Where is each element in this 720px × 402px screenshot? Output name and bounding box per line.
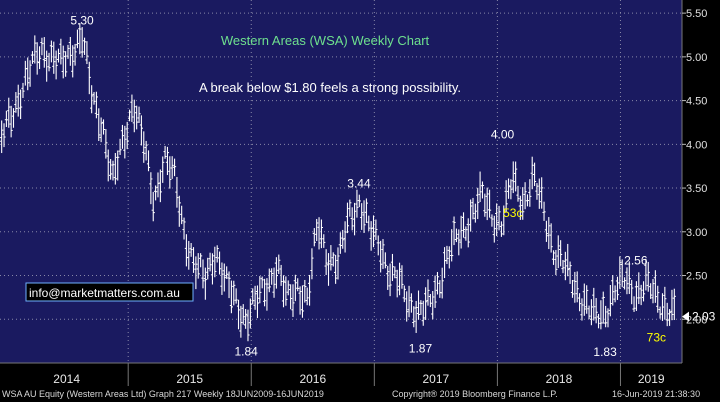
annotation-label: 73c <box>647 330 666 344</box>
y-tick-label: 4.00 <box>686 139 707 151</box>
y-tick-label: 2.00 <box>686 314 707 326</box>
footer-bar: WSA AU Equity (Western Areas Ltd) Graph … <box>0 386 720 402</box>
annotation-label: 1.83 <box>593 345 617 359</box>
watermark-box <box>25 282 194 302</box>
price-bars <box>0 23 676 342</box>
last-price-label: 2.03 <box>692 310 716 324</box>
x-tick-label: 2015 <box>176 372 203 386</box>
footer-security-info: WSA AU Equity (Western Areas Ltd) Graph … <box>2 389 324 399</box>
bottom-axis-background <box>0 363 682 386</box>
gridlines <box>0 0 682 363</box>
x-tick-label: 2019 <box>638 372 665 386</box>
y-axis: 5.50 5.00 4.50 4.00 3.50 3.00 2.50 2.00 <box>682 8 707 326</box>
footer-timestamp: 16-Jun-2019 21:38:30 <box>612 389 701 399</box>
x-tick-label: 2018 <box>546 372 573 386</box>
chart-subtitle: A break below $1.80 feels a strong possi… <box>199 80 461 95</box>
last-price-marker: 2.03 <box>682 310 716 324</box>
y-tick-label: 4.50 <box>686 96 707 108</box>
watermark-text: info@marketmatters.com.au <box>29 286 180 300</box>
footer-copyright: Copyright® 2019 Bloomberg Finance L.P. <box>392 389 558 399</box>
annotation-label: 1.87 <box>409 342 433 356</box>
plot-background <box>0 0 682 363</box>
x-axis: 2014 2015 2016 2017 2018 2019 <box>53 363 665 386</box>
x-tick-label: 2016 <box>299 372 326 386</box>
y-tick-label: 3.50 <box>686 183 707 195</box>
x-tick-label: 2017 <box>423 372 450 386</box>
chart-title: Western Areas (WSA) Weekly Chart <box>221 33 430 48</box>
annotation-label: 3.44 <box>347 176 371 190</box>
x-tick-label: 2014 <box>53 372 80 386</box>
annotations: 5.30 1.84 3.44 1.87 4.00 53c 1.83 2.56 73c <box>70 14 666 360</box>
annotation-label: 5.30 <box>70 14 94 28</box>
annotation-label: 2.56 <box>624 253 648 267</box>
y-tick-label: 3.00 <box>686 227 707 239</box>
y-tick-label: 5.50 <box>686 8 707 20</box>
annotation-label: 53c <box>503 206 522 220</box>
y-tick-label: 2.50 <box>686 271 707 283</box>
y-tick-label: 5.00 <box>686 52 707 64</box>
annotation-label: 4.00 <box>491 127 515 141</box>
right-axis-background <box>682 0 720 386</box>
annotation-label: 1.84 <box>234 344 258 358</box>
